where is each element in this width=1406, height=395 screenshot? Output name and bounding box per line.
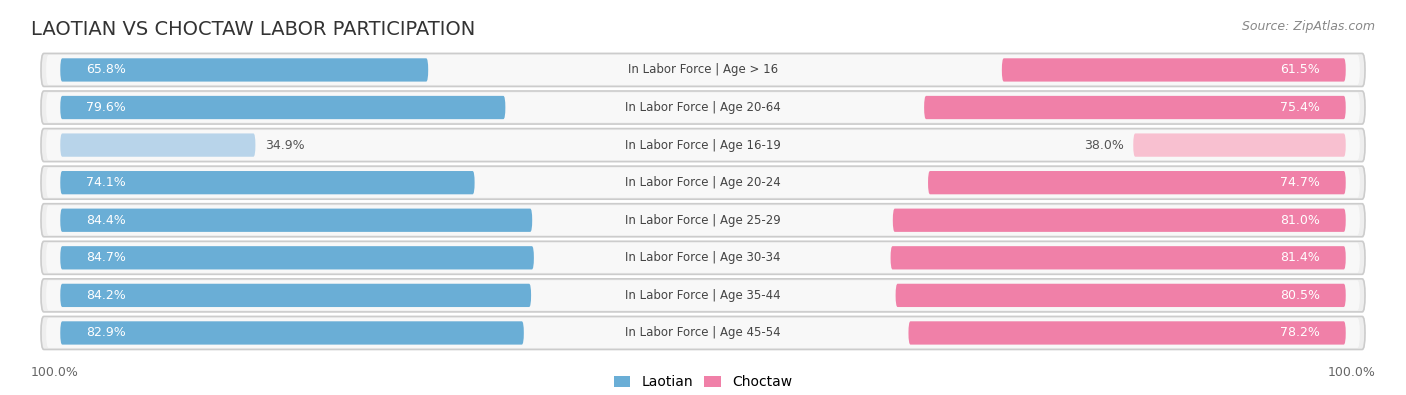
FancyBboxPatch shape	[908, 321, 1346, 344]
FancyBboxPatch shape	[41, 166, 1365, 199]
FancyBboxPatch shape	[46, 205, 1360, 235]
FancyBboxPatch shape	[893, 209, 1346, 232]
FancyBboxPatch shape	[41, 204, 1365, 237]
Text: In Labor Force | Age 35-44: In Labor Force | Age 35-44	[626, 289, 780, 302]
FancyBboxPatch shape	[41, 316, 1365, 350]
Text: 80.5%: 80.5%	[1279, 289, 1320, 302]
Text: Source: ZipAtlas.com: Source: ZipAtlas.com	[1241, 20, 1375, 33]
FancyBboxPatch shape	[924, 96, 1346, 119]
Text: In Labor Force | Age 45-54: In Labor Force | Age 45-54	[626, 326, 780, 339]
FancyBboxPatch shape	[928, 171, 1346, 194]
FancyBboxPatch shape	[60, 246, 534, 269]
FancyBboxPatch shape	[60, 171, 475, 194]
Text: In Labor Force | Age > 16: In Labor Force | Age > 16	[628, 64, 778, 77]
FancyBboxPatch shape	[41, 91, 1365, 124]
Text: In Labor Force | Age 16-19: In Labor Force | Age 16-19	[626, 139, 780, 152]
FancyBboxPatch shape	[60, 134, 256, 157]
Text: In Labor Force | Age 20-24: In Labor Force | Age 20-24	[626, 176, 780, 189]
FancyBboxPatch shape	[896, 284, 1346, 307]
Text: 61.5%: 61.5%	[1281, 64, 1320, 77]
Text: 84.4%: 84.4%	[86, 214, 125, 227]
Text: 74.1%: 74.1%	[86, 176, 125, 189]
FancyBboxPatch shape	[46, 243, 1360, 273]
Text: LAOTIAN VS CHOCTAW LABOR PARTICIPATION: LAOTIAN VS CHOCTAW LABOR PARTICIPATION	[31, 20, 475, 39]
FancyBboxPatch shape	[46, 280, 1360, 310]
Text: 100.0%: 100.0%	[1327, 366, 1375, 379]
FancyBboxPatch shape	[1133, 134, 1346, 157]
FancyBboxPatch shape	[60, 321, 524, 344]
FancyBboxPatch shape	[46, 318, 1360, 348]
Text: 75.4%: 75.4%	[1279, 101, 1320, 114]
FancyBboxPatch shape	[41, 241, 1365, 275]
FancyBboxPatch shape	[41, 53, 1365, 87]
FancyBboxPatch shape	[60, 96, 505, 119]
Text: 81.0%: 81.0%	[1279, 214, 1320, 227]
Text: 74.7%: 74.7%	[1279, 176, 1320, 189]
FancyBboxPatch shape	[46, 92, 1360, 122]
FancyBboxPatch shape	[1002, 58, 1346, 82]
FancyBboxPatch shape	[46, 130, 1360, 160]
FancyBboxPatch shape	[60, 284, 531, 307]
Text: 82.9%: 82.9%	[86, 326, 125, 339]
Text: 100.0%: 100.0%	[31, 366, 79, 379]
Text: 34.9%: 34.9%	[266, 139, 305, 152]
FancyBboxPatch shape	[46, 55, 1360, 85]
Text: In Labor Force | Age 25-29: In Labor Force | Age 25-29	[626, 214, 780, 227]
FancyBboxPatch shape	[41, 279, 1365, 312]
Text: 38.0%: 38.0%	[1084, 139, 1123, 152]
FancyBboxPatch shape	[41, 128, 1365, 162]
FancyBboxPatch shape	[890, 246, 1346, 269]
Legend: Laotian, Choctaw: Laotian, Choctaw	[609, 370, 797, 395]
Text: 65.8%: 65.8%	[86, 64, 127, 77]
Text: 79.6%: 79.6%	[86, 101, 125, 114]
FancyBboxPatch shape	[46, 167, 1360, 198]
Text: 81.4%: 81.4%	[1281, 251, 1320, 264]
Text: 84.2%: 84.2%	[86, 289, 125, 302]
FancyBboxPatch shape	[60, 209, 533, 232]
Text: In Labor Force | Age 20-64: In Labor Force | Age 20-64	[626, 101, 780, 114]
Text: 84.7%: 84.7%	[86, 251, 127, 264]
Text: 78.2%: 78.2%	[1279, 326, 1320, 339]
FancyBboxPatch shape	[60, 58, 429, 82]
Text: In Labor Force | Age 30-34: In Labor Force | Age 30-34	[626, 251, 780, 264]
